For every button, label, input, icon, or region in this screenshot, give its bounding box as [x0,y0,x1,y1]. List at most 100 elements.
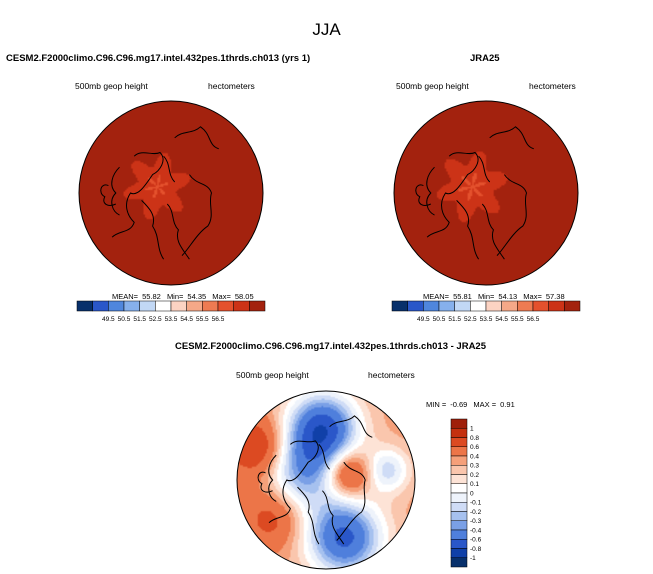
panel1-min-label: Min= [166,292,184,301]
panel3-stats: MIN = -0.69 MAX = 0.91 [426,400,519,409]
colorbar-tick-label: -0.4 [470,527,482,534]
colorbar-swatch [92,300,109,312]
colorbar-swatch [548,300,565,312]
map-border [78,100,264,286]
colorbar-tick-label: 1 [470,426,474,433]
colorbar-tick-label: 49.5 [417,316,430,323]
colorbar-swatch [501,300,518,312]
panel1-mean-label: MEAN= [112,292,139,301]
colorbar-tick-label: 53.5 [480,316,493,323]
panel1-stats: MEAN= 55.82 Min= 54.35 Max= 58.05 [112,292,258,301]
coastline [496,174,528,256]
colorbar-tick-label: 50.5 [433,316,446,323]
panel2-max-label: Max= [523,292,542,301]
colorbar-tick-label: 51.5 [448,316,461,323]
panel2-units: hectometers [529,81,576,91]
colorbar-swatch [450,539,468,549]
panel2-max: 57.38 [545,292,565,301]
panel3-max: 0.91 [500,400,515,409]
panel3-title: CESM2.F2000climo.C96.C96.mg17.intel.432p… [175,341,486,352]
panel2-mean: 55.81 [453,292,472,301]
colorbar-swatch [450,548,468,558]
colorbar-tick-label: 49.5 [102,316,115,323]
coastline [329,415,373,438]
panel3-min: -0.69 [450,400,468,409]
colorbar-swatch [450,437,468,447]
colorbar-swatch [454,300,471,312]
colorbar-tick-label: -0.3 [470,518,482,525]
colorbar-swatch [450,511,468,521]
panel3-min-label: MIN = [426,400,447,409]
panel1-map [78,100,264,286]
map-field [394,101,578,285]
coastline [426,151,479,238]
colorbar-swatch [438,300,455,312]
colorbar-swatch [217,300,234,312]
colorbar-swatch [450,502,468,512]
colorbar-swatch [450,557,468,568]
colorbar-tick-label: 53.5 [165,316,178,323]
panel1-mean: 55.82 [142,292,161,301]
coastline [318,444,330,470]
coastline [141,200,165,260]
panel2-stats: MEAN= 55.81 Min= 54.13 Max= 57.38 [423,292,569,301]
colorbar-tick-label: 0.1 [470,481,479,488]
colorbar-tick-label: 56.5 [527,316,540,323]
colorbar-swatch [407,300,424,312]
colorbar-tick-label: 0.3 [470,463,479,470]
colorbar-tick-label: 54.5 [180,316,193,323]
panel1-units: hectometers [208,81,255,91]
coastline [257,471,273,493]
coastline [478,155,491,183]
coastline [268,454,277,502]
coastline [111,166,120,216]
colorbar-tick-label: 0.2 [470,472,479,479]
colorbar-swatch [564,300,581,312]
panel3-colorbar: 1 0.8 0.6 0.4 0.3 0.2 0.1 0 -0.1 -0.2 -0.3 -0.4 -0.6… [450,418,482,568]
panel1-max: 58.05 [234,292,254,301]
colorbar-swatch [155,300,172,312]
panel1-variable: 500mb geop height [75,81,148,91]
panel2-variable: 500mb geop height [396,81,469,91]
coastline [100,184,117,206]
colorbar-swatch [517,300,534,312]
colorbar-swatch [532,300,549,312]
panel1-colorbar: 49.5 50.5 51.5 52.5 53.5 54.5 55.5 56.5 [76,300,266,323]
colorbar-tick-label: -0.1 [470,500,482,507]
colorbar-tick-label: 55.5 [196,316,209,323]
panel2-min: 54.13 [498,292,518,301]
colorbar-swatch [423,300,440,312]
panel1-min: 54.35 [187,292,207,301]
panel2-colorbar: 49.5 50.5 51.5 52.5 53.5 54.5 55.5 56.5 [391,300,581,323]
coastline [166,203,190,260]
colorbar-tick-label: 52.5 [149,316,162,323]
colorbar-swatch [450,520,468,531]
colorbar-swatch [450,483,468,494]
colorbar-swatch [450,465,468,475]
colorbar-swatch [450,418,468,429]
panel3-variable: 500mb geop height [236,370,309,380]
colorbar-tick-label: 56.5 [212,316,225,323]
colorbar-tick-label: -0.6 [470,537,482,544]
colorbar-swatch [108,300,125,312]
colorbar-swatch [450,492,468,503]
panel2-mean-label: MEAN= [423,292,450,301]
coastline [111,151,164,238]
panel1-title: CESM2.F2000climo.C96.C96.mg17.intel.432p… [6,53,311,64]
main-title: JJA [312,20,341,39]
panel3-map [236,390,416,570]
colorbar-tick-label: -1 [470,555,476,562]
coastline [426,166,435,216]
colorbar-swatch [123,300,140,312]
colorbar-swatch [202,300,219,312]
panel3-units: hectometers [368,370,415,380]
coastline [456,200,480,260]
map-border [393,100,579,286]
colorbar-swatch [170,300,187,312]
coastline [336,461,366,541]
colorbar-tick-label: 54.5 [495,316,508,323]
colorbar-tick-label: 0.4 [470,453,479,460]
colorbar-swatch [249,300,266,312]
panel3-max-label: MAX = [473,400,497,409]
colorbar-swatch [233,300,250,312]
